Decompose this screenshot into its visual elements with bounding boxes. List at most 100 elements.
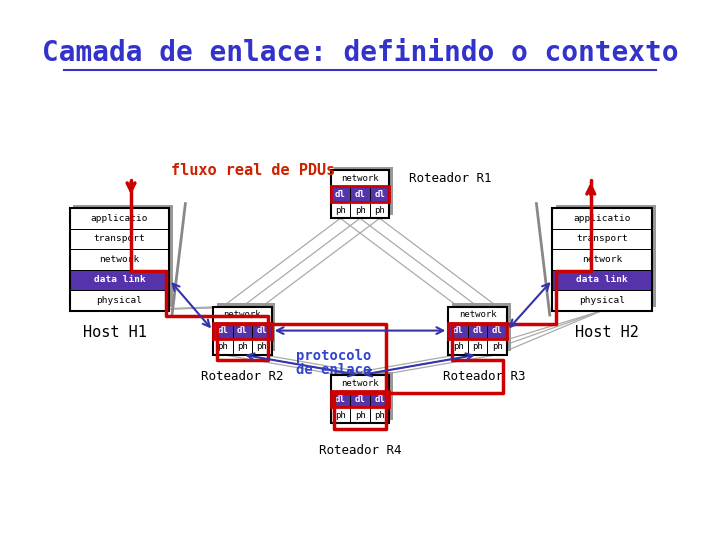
Bar (556, 205, 656, 307)
Text: de enlace: de enlace (296, 363, 371, 377)
Text: dl: dl (237, 326, 248, 335)
Bar (350, 407, 370, 423)
Bar (70, 208, 169, 228)
Bar (330, 391, 350, 407)
Bar (370, 391, 390, 407)
Bar (213, 339, 233, 355)
Text: data link: data link (577, 275, 629, 284)
Bar (330, 186, 350, 202)
Text: transport: transport (577, 234, 629, 244)
Bar (213, 307, 271, 322)
Bar (252, 322, 271, 339)
Text: network: network (99, 255, 140, 264)
Text: ph: ph (237, 342, 248, 351)
Text: dl: dl (453, 326, 464, 335)
Bar (552, 269, 652, 290)
Bar (370, 202, 390, 218)
Bar (213, 307, 271, 355)
Text: Roteador R3: Roteador R3 (444, 370, 526, 383)
Text: ph: ph (335, 411, 346, 420)
Bar (330, 186, 390, 202)
Text: Host H1: Host H1 (83, 325, 147, 340)
Bar (233, 339, 252, 355)
Bar (449, 322, 507, 339)
Text: ph: ph (355, 206, 365, 215)
Bar (552, 208, 652, 228)
Bar (451, 303, 510, 351)
Bar (552, 290, 652, 310)
Text: Roteador R2: Roteador R2 (201, 370, 284, 383)
Text: ph: ph (217, 342, 228, 351)
Text: ph: ph (453, 342, 464, 351)
Bar (350, 202, 370, 218)
Text: dl: dl (217, 326, 228, 335)
Text: data link: data link (94, 275, 145, 284)
Text: ph: ph (335, 206, 346, 215)
Text: ph: ph (256, 342, 267, 351)
Text: ph: ph (472, 342, 483, 351)
Text: Roteador R4: Roteador R4 (319, 444, 401, 457)
Text: Roteador R1: Roteador R1 (409, 172, 492, 185)
Text: Host H2: Host H2 (575, 325, 639, 340)
Text: network: network (582, 255, 623, 264)
Text: network: network (459, 310, 496, 319)
Bar (468, 339, 487, 355)
Bar (70, 249, 169, 269)
Bar (330, 375, 390, 423)
Bar (70, 269, 169, 290)
Text: dl: dl (374, 190, 385, 199)
Bar (334, 167, 393, 215)
Text: ph: ph (492, 342, 503, 351)
Text: network: network (224, 310, 261, 319)
Bar (70, 228, 169, 249)
Bar (330, 375, 390, 391)
Bar (213, 322, 233, 339)
Bar (552, 228, 652, 249)
Text: protocolo: protocolo (296, 349, 371, 363)
Text: fluxo real de PDUs: fluxo real de PDUs (171, 163, 336, 178)
Bar (252, 339, 271, 355)
Bar (370, 407, 390, 423)
Bar (487, 339, 507, 355)
Bar (217, 303, 275, 351)
Bar (330, 407, 350, 423)
Bar (449, 339, 468, 355)
Bar (330, 170, 390, 186)
Text: applicatio: applicatio (91, 214, 148, 223)
Text: Camada de enlace: definindo o contexto: Camada de enlace: definindo o contexto (42, 39, 678, 68)
Text: ph: ph (374, 411, 385, 420)
Text: dl: dl (335, 395, 346, 404)
Text: dl: dl (355, 190, 365, 199)
Bar (213, 322, 271, 339)
Text: network: network (341, 174, 379, 183)
Text: dl: dl (472, 326, 483, 335)
Text: network: network (341, 379, 379, 388)
Text: physical: physical (580, 296, 626, 305)
Bar (487, 322, 507, 339)
Bar (70, 208, 169, 310)
Text: ph: ph (355, 411, 365, 420)
Bar (334, 372, 393, 420)
Bar (449, 307, 507, 322)
Bar (330, 391, 390, 407)
Text: dl: dl (335, 190, 346, 199)
Bar (350, 391, 370, 407)
Text: transport: transport (94, 234, 145, 244)
Text: dl: dl (256, 326, 267, 335)
Bar (350, 186, 370, 202)
Bar (330, 170, 390, 218)
Bar (233, 322, 252, 339)
Bar (552, 249, 652, 269)
Text: dl: dl (355, 395, 365, 404)
Bar (449, 307, 507, 355)
Bar (468, 322, 487, 339)
Text: dl: dl (374, 395, 385, 404)
Bar (70, 290, 169, 310)
Bar (330, 202, 350, 218)
Bar (449, 322, 468, 339)
Bar (552, 208, 652, 310)
Text: physical: physical (96, 296, 143, 305)
Bar (73, 205, 173, 307)
Text: ph: ph (374, 206, 385, 215)
Bar (370, 186, 390, 202)
